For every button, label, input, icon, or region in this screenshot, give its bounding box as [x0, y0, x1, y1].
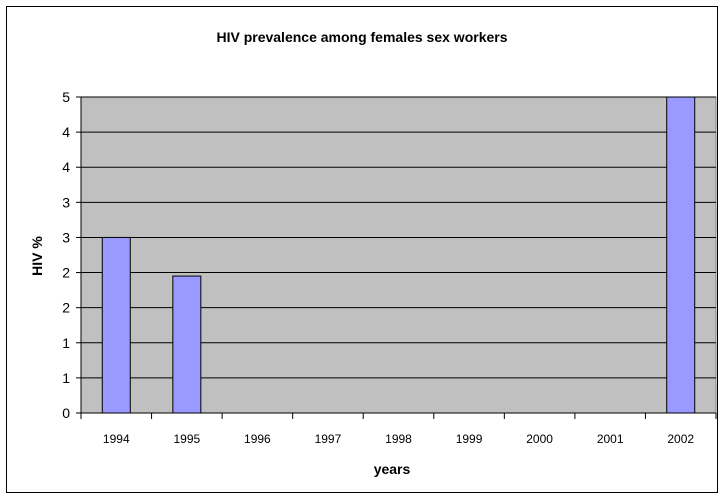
bar: [666, 96, 696, 414]
y-tick-label: 2: [62, 265, 70, 281]
y-tick-label: 4: [62, 124, 70, 140]
bar: [172, 275, 202, 414]
x-tick-label: 2002: [667, 432, 694, 446]
x-tick-label: 2000: [526, 432, 553, 446]
x-tick-label: 1995: [173, 432, 200, 446]
x-tick-labels: 1994 1995 1996 1997 1998 1999 2000 2001 2002: [103, 432, 694, 446]
y-tick-label: 4: [62, 159, 70, 175]
chart-title: HIV prevalence among females sex workers: [216, 29, 507, 45]
x-tick-label: 1996: [244, 432, 271, 446]
x-tick-label: 1999: [456, 432, 483, 446]
bar: [101, 236, 131, 414]
x-tick-label: 1997: [315, 432, 342, 446]
x-tick-label: 2001: [597, 432, 624, 446]
axes: [76, 96, 717, 419]
y-tick-label: 3: [62, 229, 70, 245]
x-axis-label: years: [374, 461, 411, 477]
y-tick-label: 1: [62, 335, 70, 351]
x-tick-label: 1998: [385, 432, 412, 446]
y-tick-labels: 0 1 1 2 2 3 3 4 4 5: [62, 89, 70, 421]
y-tick-label: 1: [62, 370, 70, 386]
y-tick-label: 2: [62, 300, 70, 316]
x-tick-label: 1994: [103, 432, 130, 446]
y-tick-label: 5: [62, 89, 70, 105]
y-axis-label: HIV %: [29, 236, 45, 276]
y-tick-label: 0: [62, 405, 70, 421]
y-tick-label: 3: [62, 194, 70, 210]
bars: [101, 96, 696, 414]
